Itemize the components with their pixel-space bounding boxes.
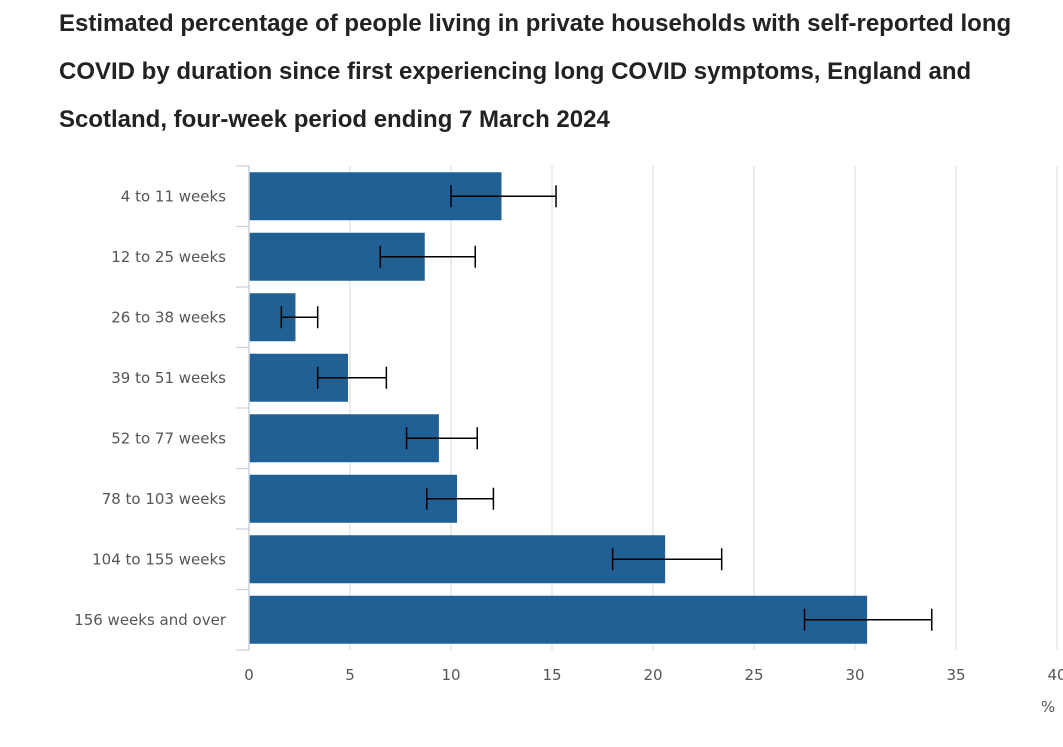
category-label: 4 to 11 weeks bbox=[121, 187, 226, 205]
x-tick-label: 10 bbox=[441, 666, 460, 684]
x-tick-labels: 0 5 10 15 20 25 30 35 40 bbox=[244, 666, 1063, 684]
error-bar bbox=[316, 366, 388, 389]
category-label: 78 to 103 weeks bbox=[102, 490, 226, 508]
x-tick-label: 40 bbox=[1047, 666, 1063, 684]
category-label: 26 to 38 weeks bbox=[111, 308, 226, 326]
x-tick-label: 20 bbox=[643, 666, 662, 684]
x-tick-label: 0 bbox=[244, 666, 254, 684]
error-bar bbox=[803, 608, 933, 631]
x-tick-label: 5 bbox=[345, 666, 355, 684]
x-tick-label: 25 bbox=[744, 666, 763, 684]
category-label: 156 weeks and over bbox=[74, 611, 227, 629]
error-bar bbox=[280, 306, 319, 329]
error-bar bbox=[450, 185, 557, 208]
category-label: 52 to 77 weeks bbox=[111, 429, 226, 447]
chart-title: Estimated percentage of people living in… bbox=[59, 10, 1012, 133]
bar bbox=[249, 595, 868, 644]
bar bbox=[249, 474, 458, 523]
category-label: 12 to 25 weeks bbox=[111, 248, 226, 266]
error-bars bbox=[280, 185, 933, 631]
category-label: 39 to 51 weeks bbox=[111, 369, 226, 387]
category-labels: 4 to 11 weeks 12 to 25 weeks 26 to 38 week… bbox=[74, 187, 227, 629]
error-bar bbox=[426, 487, 495, 510]
x-tick-label: 30 bbox=[845, 666, 864, 684]
bar bbox=[249, 535, 666, 584]
error-bar bbox=[405, 427, 479, 450]
x-axis-unit-label: % bbox=[1041, 698, 1055, 716]
bars bbox=[249, 172, 868, 644]
x-tick-label: 15 bbox=[542, 666, 561, 684]
x-tick-label: 35 bbox=[946, 666, 965, 684]
category-label: 104 to 155 weeks bbox=[92, 550, 226, 568]
y-axis bbox=[236, 165, 250, 651]
error-bar bbox=[379, 245, 476, 268]
error-bar bbox=[611, 548, 723, 571]
